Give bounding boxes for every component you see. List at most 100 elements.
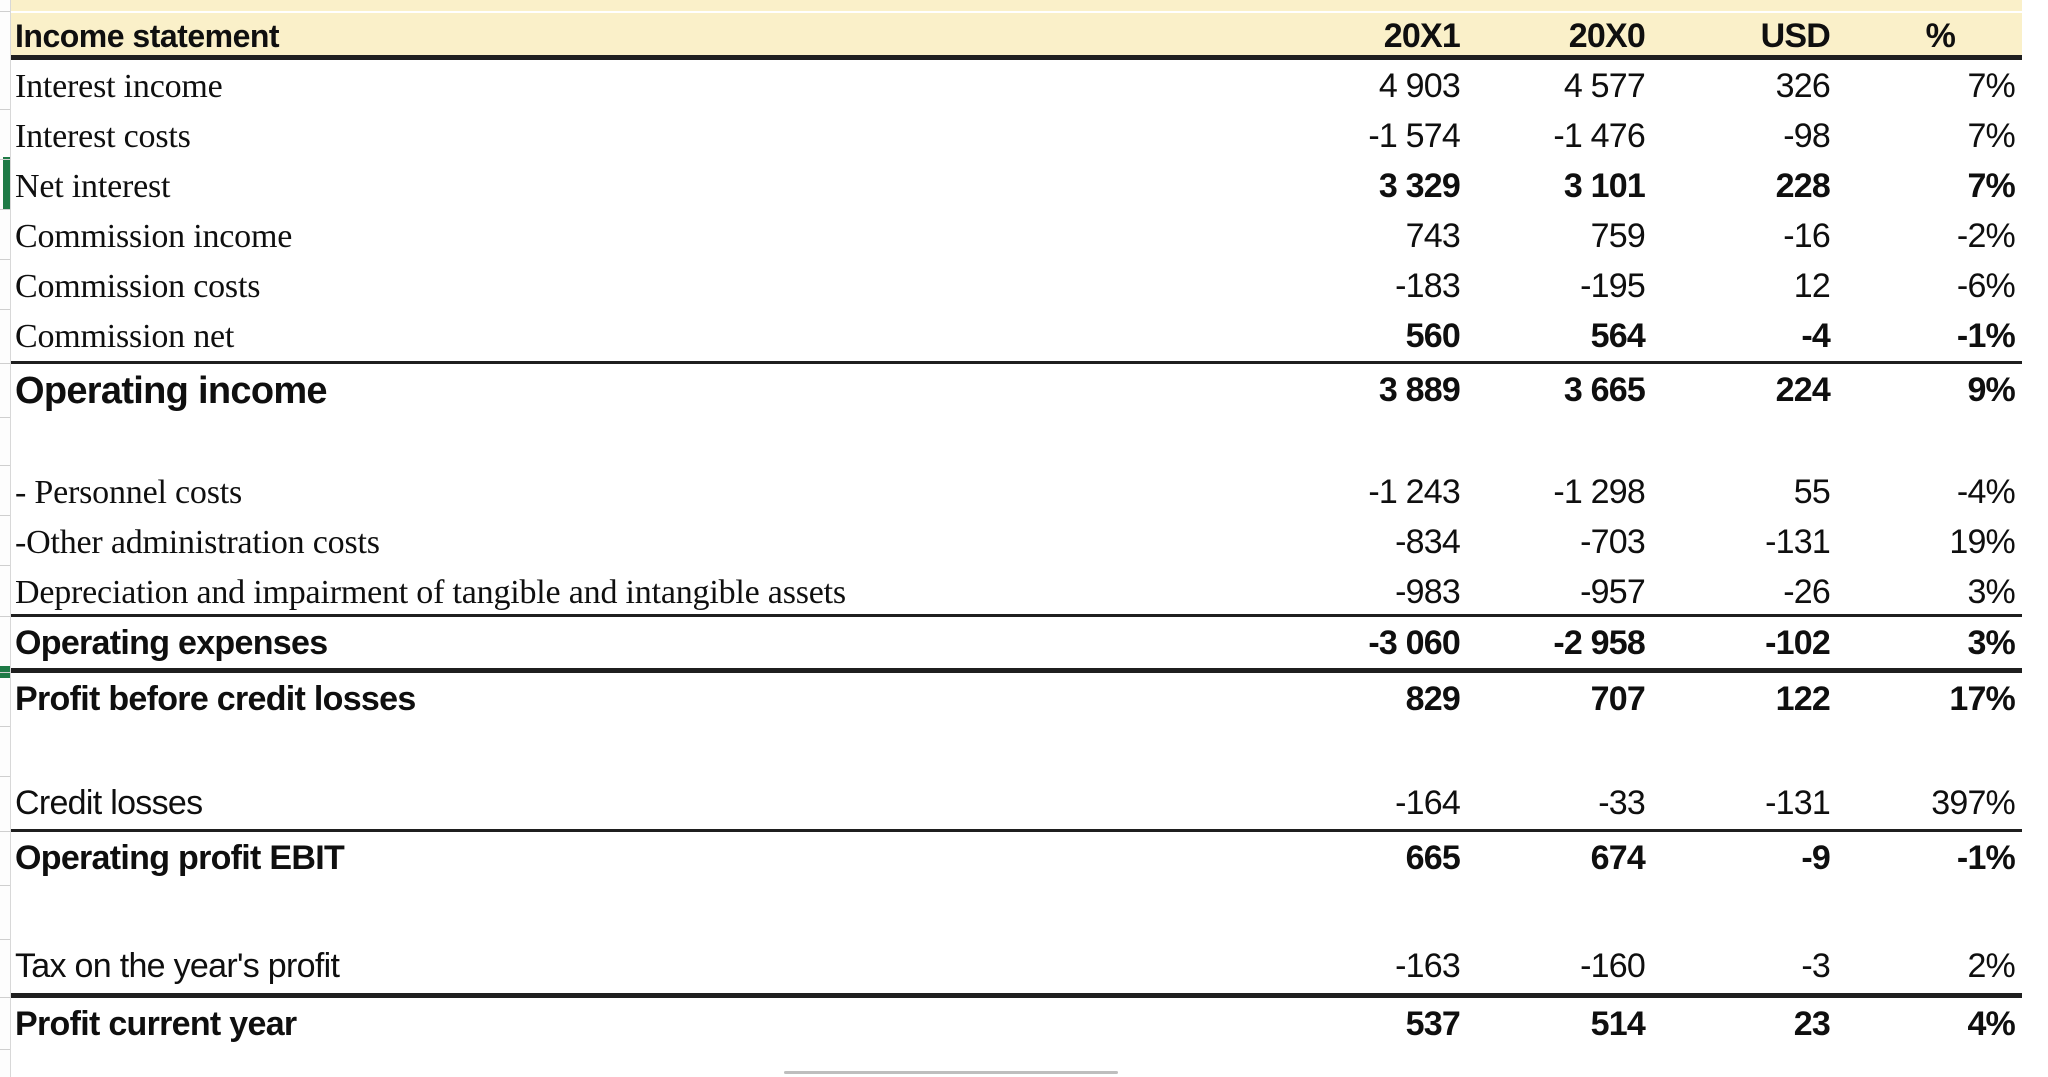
cell-commission-costs-label[interactable]: Commission costs xyxy=(15,268,261,305)
cell-operating-profit-ebit-20x1[interactable]: 665 xyxy=(1405,839,1461,877)
cell-operating-income-usd[interactable]: 224 xyxy=(1775,371,1831,409)
cell-personnel-costs-pct[interactable]: -4% xyxy=(1956,473,2016,511)
cell-spacer-1-usd[interactable] xyxy=(1645,418,1830,427)
header-col-percent[interactable]: % xyxy=(1925,17,1956,55)
cell-other-administration-costs-20x1[interactable]: -834 xyxy=(1395,523,1461,561)
cell-spacer-3-label[interactable] xyxy=(11,886,1275,895)
cell-credit-losses-pct[interactable]: 397% xyxy=(1931,784,2016,822)
cell-profit-current-year-label[interactable]: Profit current year xyxy=(15,1005,297,1043)
cell-credit-losses-20x0[interactable]: -33 xyxy=(1598,784,1646,822)
cell-operating-expenses-label[interactable]: Operating expenses xyxy=(15,624,328,662)
cell-profit-before-credit-losses-label[interactable]: Profit before credit losses xyxy=(15,680,416,718)
cell-interest-costs-20x0[interactable]: -1 476 xyxy=(1553,117,1645,155)
cell-spacer-4-20x0[interactable] xyxy=(1460,1050,1645,1059)
cell-spacer-4-pct[interactable] xyxy=(1830,1050,2015,1059)
cell-operating-income-20x1[interactable]: 3 889 xyxy=(1378,371,1461,409)
cell-spacer-1-20x1[interactable] xyxy=(1275,418,1460,427)
cell-other-administration-costs-label[interactable]: -Other administration costs xyxy=(15,524,380,561)
header-col-20x1[interactable]: 20X1 xyxy=(1383,17,1461,55)
cell-profit-current-year-pct[interactable]: 4% xyxy=(1967,1005,2015,1043)
cell-other-administration-costs-20x0[interactable]: -703 xyxy=(1580,523,1646,561)
cell-spacer-1-20x0[interactable] xyxy=(1460,418,1645,427)
cell-interest-costs-label[interactable]: Interest costs xyxy=(15,118,191,155)
cell-spacer-2-label[interactable] xyxy=(11,727,1275,736)
cell-spacer-3-20x1[interactable] xyxy=(1275,886,1460,895)
cell-spacer-3-20x0[interactable] xyxy=(1460,886,1645,895)
cell-personnel-costs-usd[interactable]: 55 xyxy=(1793,473,1831,511)
cell-net-interest-20x1[interactable]: 3 329 xyxy=(1378,167,1461,205)
cell-operating-expenses-usd[interactable]: -102 xyxy=(1765,624,1831,662)
cell-depreciation-20x1[interactable]: -983 xyxy=(1395,573,1461,611)
cell-spacer-1-pct[interactable] xyxy=(1830,418,2015,427)
cell-tax-on-years-profit-20x1[interactable]: -163 xyxy=(1395,947,1461,985)
cell-profit-before-credit-losses-pct[interactable]: 17% xyxy=(1949,680,2015,718)
cell-interest-income-pct[interactable]: 7% xyxy=(1967,67,2015,105)
cell-spacer-4-20x1[interactable] xyxy=(1275,1050,1460,1059)
cell-net-interest-pct[interactable]: 7% xyxy=(1967,167,2015,205)
cell-commission-net-20x0[interactable]: 564 xyxy=(1590,317,1646,355)
cell-spacer-2-usd[interactable] xyxy=(1645,727,1830,736)
cell-operating-profit-ebit-label[interactable]: Operating profit EBIT xyxy=(15,839,345,877)
cell-interest-costs-usd[interactable]: -98 xyxy=(1783,117,1831,155)
header-col-usd[interactable]: USD xyxy=(1760,17,1831,55)
cell-personnel-costs-label[interactable]: - Personnel costs xyxy=(15,474,243,511)
cell-commission-net-usd[interactable]: -4 xyxy=(1801,317,1830,355)
cell-depreciation-label[interactable]: Depreciation and impairment of tangible … xyxy=(15,574,846,611)
cell-profit-before-credit-losses-20x0[interactable]: 707 xyxy=(1590,680,1646,718)
header-title-cell[interactable]: Income statement xyxy=(15,18,280,54)
cell-interest-income-usd[interactable]: 326 xyxy=(1775,67,1831,105)
cell-depreciation-20x0[interactable]: -957 xyxy=(1580,573,1646,611)
cell-operating-profit-ebit-pct[interactable]: -1% xyxy=(1956,839,2016,877)
cell-tax-on-years-profit-usd[interactable]: -3 xyxy=(1801,947,1830,985)
cell-depreciation-pct[interactable]: 3% xyxy=(1967,573,2015,611)
cell-interest-costs-20x1[interactable]: -1 574 xyxy=(1368,117,1460,155)
cell-net-interest-usd[interactable]: 228 xyxy=(1775,167,1831,205)
cell-tax-on-years-profit-label[interactable]: Tax on the year's profit xyxy=(15,947,340,985)
cell-operating-income-label[interactable]: Operating income xyxy=(15,370,328,412)
cell-commission-income-usd[interactable]: -16 xyxy=(1783,217,1831,255)
cell-commission-costs-20x1[interactable]: -183 xyxy=(1395,267,1461,305)
cell-operating-expenses-20x0[interactable]: -2 958 xyxy=(1553,624,1645,662)
cell-spacer-4-label[interactable] xyxy=(11,1050,1275,1059)
cell-credit-losses-label[interactable]: Credit losses xyxy=(15,784,203,822)
cell-operating-profit-ebit-usd[interactable]: -9 xyxy=(1801,839,1830,877)
cell-profit-current-year-20x0[interactable]: 514 xyxy=(1590,1005,1646,1043)
cell-credit-losses-usd[interactable]: -131 xyxy=(1765,784,1831,822)
cell-depreciation-usd[interactable]: -26 xyxy=(1783,573,1831,611)
cell-spacer-3-pct[interactable] xyxy=(1830,886,2015,895)
cell-interest-income-label[interactable]: Interest income xyxy=(15,68,223,105)
cell-spacer-2-20x1[interactable] xyxy=(1275,727,1460,736)
cell-commission-net-pct[interactable]: -1% xyxy=(1956,317,2016,355)
cell-interest-costs-pct[interactable]: 7% xyxy=(1967,117,2015,155)
cell-commission-income-20x1[interactable]: 743 xyxy=(1405,217,1461,255)
cell-commission-costs-20x0[interactable]: -195 xyxy=(1580,267,1646,305)
cell-commission-costs-pct[interactable]: -6% xyxy=(1956,267,2016,305)
cell-commission-net-20x1[interactable]: 560 xyxy=(1405,317,1461,355)
cell-other-administration-costs-pct[interactable]: 19% xyxy=(1949,523,2015,561)
cell-tax-on-years-profit-pct[interactable]: 2% xyxy=(1967,947,2015,985)
cell-spacer-3-usd[interactable] xyxy=(1645,886,1830,895)
cell-commission-income-pct[interactable]: -2% xyxy=(1956,217,2016,255)
cell-profit-current-year-usd[interactable]: 23 xyxy=(1793,1005,1831,1043)
cell-operating-income-20x0[interactable]: 3 665 xyxy=(1563,371,1646,409)
header-col-20x0[interactable]: 20X0 xyxy=(1568,17,1646,55)
cell-interest-income-20x1[interactable]: 4 903 xyxy=(1378,67,1461,105)
cell-personnel-costs-20x0[interactable]: -1 298 xyxy=(1553,473,1645,511)
cell-interest-income-20x0[interactable]: 4 577 xyxy=(1563,67,1646,105)
cell-spacer-2-pct[interactable] xyxy=(1830,727,2015,736)
cell-operating-expenses-20x1[interactable]: -3 060 xyxy=(1368,624,1460,662)
cell-credit-losses-20x1[interactable]: -164 xyxy=(1395,784,1461,822)
cell-net-interest-20x0[interactable]: 3 101 xyxy=(1563,167,1646,205)
cell-spacer-4-usd[interactable] xyxy=(1645,1050,1830,1059)
cell-other-administration-costs-usd[interactable]: -131 xyxy=(1765,523,1831,561)
cell-spacer-1-label[interactable] xyxy=(11,418,1275,427)
cell-spacer-2-20x0[interactable] xyxy=(1460,727,1645,736)
cell-commission-costs-usd[interactable]: 12 xyxy=(1793,267,1831,305)
cell-commission-net-label[interactable]: Commission net xyxy=(15,318,235,355)
cell-tax-on-years-profit-20x0[interactable]: -160 xyxy=(1580,947,1646,985)
cell-commission-income-label[interactable]: Commission income xyxy=(15,218,293,255)
cell-commission-income-20x0[interactable]: 759 xyxy=(1590,217,1646,255)
cell-profit-before-credit-losses-usd[interactable]: 122 xyxy=(1775,680,1831,718)
cell-profit-before-credit-losses-20x1[interactable]: 829 xyxy=(1405,680,1461,718)
cell-personnel-costs-20x1[interactable]: -1 243 xyxy=(1368,473,1460,511)
